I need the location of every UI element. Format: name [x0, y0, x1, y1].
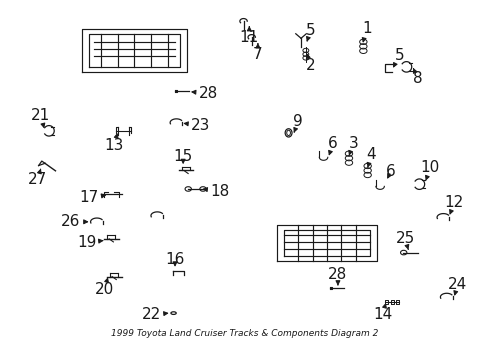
- Text: 28: 28: [327, 267, 347, 285]
- Text: 4: 4: [366, 147, 376, 167]
- Text: 14: 14: [372, 304, 391, 322]
- Text: 28: 28: [192, 86, 218, 101]
- Text: 23: 23: [184, 117, 210, 132]
- Text: 27: 27: [28, 169, 47, 187]
- Text: 7: 7: [253, 44, 262, 62]
- Text: 1999 Toyota Land Cruiser Tracks & Components Diagram 2: 1999 Toyota Land Cruiser Tracks & Compon…: [111, 329, 377, 338]
- Text: 22: 22: [141, 307, 167, 322]
- Text: 26: 26: [61, 214, 87, 229]
- Text: 2: 2: [305, 54, 315, 73]
- Text: 5: 5: [305, 23, 315, 41]
- Text: 12: 12: [444, 195, 463, 214]
- Text: 10: 10: [420, 160, 439, 181]
- Text: 9: 9: [293, 114, 303, 132]
- Text: 1: 1: [361, 21, 371, 42]
- Text: 17: 17: [79, 190, 105, 205]
- Text: 6: 6: [327, 136, 337, 155]
- Text: 6: 6: [386, 164, 395, 179]
- Text: 20: 20: [95, 278, 114, 297]
- Text: 24: 24: [447, 276, 467, 295]
- Text: 21: 21: [31, 108, 50, 127]
- Text: 11: 11: [239, 27, 258, 45]
- Text: 18: 18: [203, 184, 229, 198]
- Text: 25: 25: [395, 231, 414, 249]
- Text: 13: 13: [104, 134, 123, 153]
- Text: 15: 15: [173, 149, 192, 164]
- Text: 8: 8: [412, 68, 422, 86]
- Text: 5: 5: [393, 48, 403, 67]
- Text: 3: 3: [347, 136, 357, 155]
- Text: 19: 19: [78, 235, 102, 250]
- Text: 16: 16: [165, 252, 184, 267]
